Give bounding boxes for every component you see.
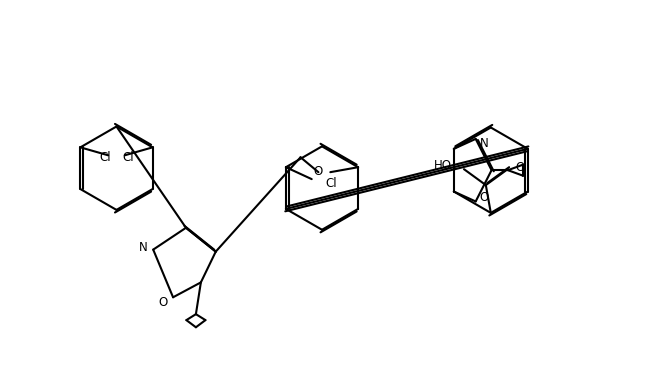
Text: Cl: Cl — [326, 176, 337, 190]
Text: O: O — [158, 296, 168, 309]
Text: O: O — [479, 191, 489, 204]
Text: N: N — [479, 137, 488, 151]
Text: O: O — [516, 161, 525, 174]
Text: O: O — [313, 165, 322, 178]
Text: Cl: Cl — [122, 151, 134, 164]
Text: N: N — [139, 241, 148, 254]
Text: Cl: Cl — [99, 151, 111, 164]
Text: HO: HO — [434, 159, 452, 172]
